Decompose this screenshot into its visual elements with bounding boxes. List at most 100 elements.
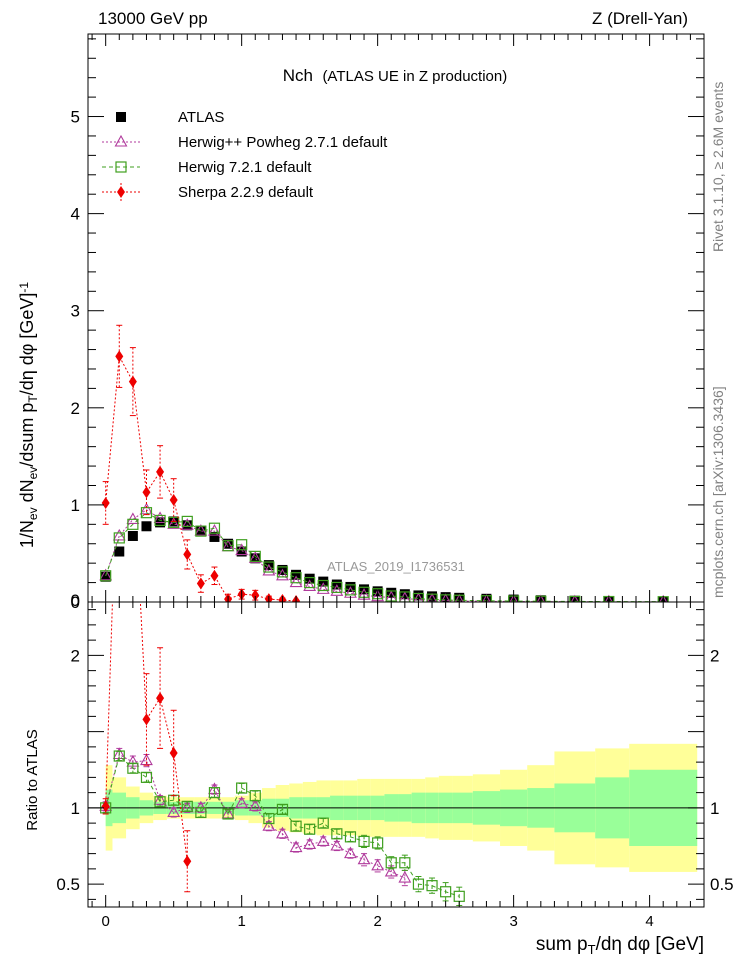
- y-tick-label: 5: [71, 108, 80, 127]
- header-right: Z (Drell-Yan): [592, 9, 688, 28]
- data-point: [114, 546, 125, 557]
- data-point: [276, 568, 289, 581]
- y-tick-label: 1: [71, 496, 80, 515]
- series-herwig-7-2-1-default: [100, 507, 669, 602]
- data-point: [196, 577, 205, 590]
- series-clip-group: [99, 390, 465, 906]
- analysis-id: ATLAS_2019_I1736531: [327, 559, 465, 574]
- series-line: [105, 354, 297, 602]
- series-line: [105, 512, 664, 602]
- legend-item: Herwig++ Powheg 2.7.1 default: [102, 134, 388, 151]
- data-point: [453, 594, 465, 602]
- data-point: [142, 486, 151, 499]
- x-label-part: /dη dφ [GeV]: [596, 934, 704, 955]
- y-tick-label-right: 0.5: [710, 875, 734, 894]
- data-point: [180, 518, 194, 530]
- subtitle-text: (ATLAS UE in Z production): [322, 68, 507, 85]
- data-point: [142, 713, 151, 726]
- data-point: [101, 800, 110, 813]
- data-point: [112, 528, 126, 541]
- data-point: [440, 594, 452, 602]
- data-point: [330, 838, 344, 851]
- data-point: [183, 855, 192, 868]
- data-point: [236, 782, 248, 794]
- data-point: [440, 886, 452, 898]
- data-point: [195, 525, 207, 537]
- main-y-axis-label: 1/Nev dNev/dsum pT/dη dφ [GeV]-1: [17, 282, 40, 549]
- data-point: [167, 805, 181, 817]
- data-point: [291, 569, 302, 580]
- data-point: [181, 515, 193, 528]
- data-point: [235, 796, 249, 808]
- data-point: [113, 750, 125, 762]
- data-point: [140, 502, 153, 515]
- frame-rect: [87, 601, 705, 908]
- x-tick-label: 0: [102, 913, 110, 930]
- data-point: [357, 852, 371, 865]
- data-point: [304, 576, 316, 589]
- title-text: Nch: [283, 66, 313, 85]
- data-point: [289, 575, 303, 588]
- data-point: [290, 820, 302, 832]
- data-point: [169, 746, 178, 759]
- data-point: [115, 390, 123, 402]
- x-tick-label: 2: [373, 913, 381, 930]
- data-point: [331, 828, 343, 840]
- data-point: [156, 692, 165, 705]
- data-point: [127, 762, 139, 774]
- data-point: [250, 553, 261, 564]
- data-point: [169, 494, 178, 507]
- data-point: [183, 548, 192, 561]
- y-tick-label: 1: [71, 799, 80, 818]
- data-point: [140, 771, 153, 783]
- data-point: [398, 870, 412, 883]
- data-point: [316, 582, 330, 594]
- data-point: [263, 812, 275, 825]
- x-label-part: T: [588, 942, 596, 957]
- series-herwig-powheg-2-7-1-default: [99, 502, 668, 602]
- y-label-part: /dη dφ [GeV]: [17, 293, 37, 396]
- data-point: [569, 595, 580, 602]
- y-tick-label: 3: [71, 302, 80, 321]
- data-point: [290, 572, 302, 584]
- x-tick-label: 1: [237, 913, 245, 930]
- data-point: [399, 857, 411, 869]
- data-point: [318, 576, 329, 587]
- plot-title: Nch (ATLAS UE in Z production): [283, 66, 507, 85]
- data-point: [249, 790, 261, 802]
- data-point: [167, 517, 181, 529]
- data-point: [399, 589, 410, 600]
- data-point: [248, 551, 262, 563]
- data-point: [208, 787, 221, 799]
- data-point: [317, 817, 329, 829]
- data-point: [316, 834, 330, 846]
- header-left: 13000 GeV pp: [98, 9, 208, 28]
- data-point: [263, 561, 275, 573]
- data-point: [251, 589, 260, 602]
- data-point: [129, 451, 137, 463]
- data-point: [426, 593, 438, 602]
- legend-marker: [116, 112, 126, 122]
- data-point: [156, 465, 165, 478]
- data-point: [570, 594, 579, 602]
- data-point: [317, 579, 329, 592]
- y-label-part: -1: [17, 282, 31, 293]
- legend-label: Herwig 7.2.1 default: [178, 159, 312, 176]
- data-point: [304, 573, 315, 584]
- data-point: [127, 518, 139, 530]
- x-tick-label: 3: [509, 913, 517, 930]
- data-point: [276, 803, 289, 816]
- data-point: [154, 796, 166, 808]
- data-point: [303, 837, 317, 850]
- y-label-part: T: [26, 395, 40, 403]
- data-point: [276, 826, 289, 839]
- data-point: [210, 569, 219, 582]
- data-point: [289, 840, 303, 853]
- data-point: [344, 584, 357, 596]
- data-point: [385, 857, 397, 869]
- legend-item: Sherpa 2.2.9 default: [102, 183, 314, 201]
- y-label-part: ev: [26, 467, 40, 480]
- x-label-part: sum p: [536, 934, 588, 955]
- data-point: [140, 753, 153, 766]
